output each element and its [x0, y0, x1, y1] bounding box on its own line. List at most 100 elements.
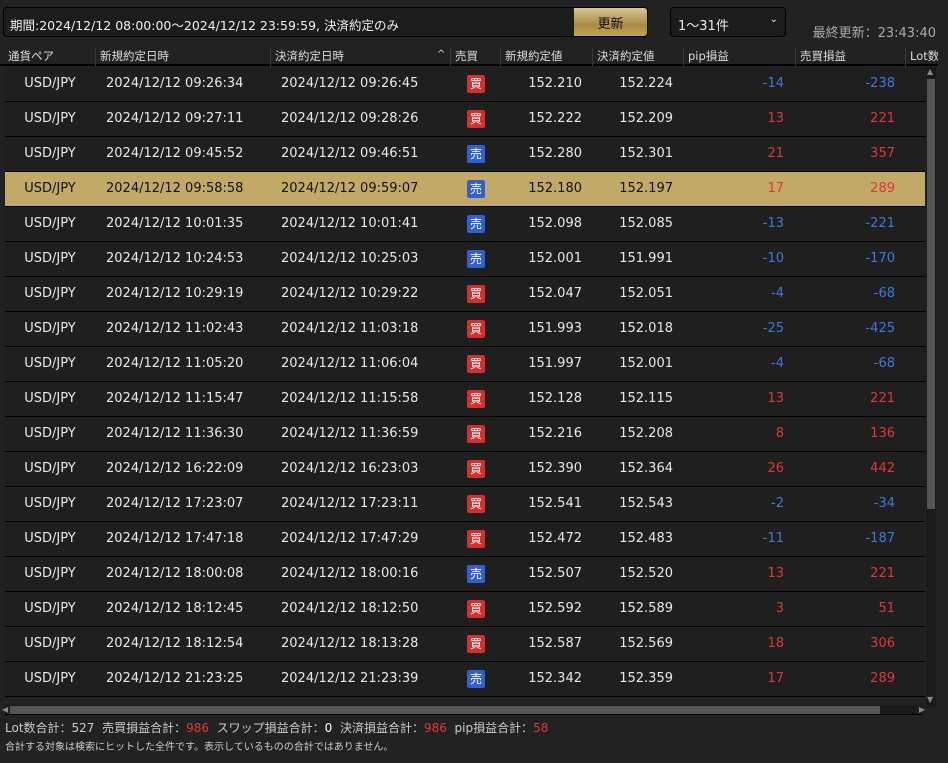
pair-cell: USD/JPY [24, 601, 76, 616]
open-time-cell: 2024/12/12 21:23:25 [106, 671, 244, 686]
table-row[interactable]: USD/JPY 2024/12/12 09:58:58 2024/12/12 09:… [5, 172, 925, 207]
pair-cell: USD/JPY [24, 636, 76, 651]
pair-cell: USD/JPY [24, 251, 76, 266]
pip-cell: -13 [762, 216, 784, 231]
col-pair[interactable]: 通貨ペア [8, 49, 54, 63]
open-time-cell: 2024/12/12 09:58:58 [106, 181, 244, 196]
col-pl[interactable]: 売買損益 [795, 48, 905, 66]
close-time-cell: 2024/12/12 21:23:39 [281, 671, 419, 686]
table-row[interactable]: USD/JPY 2024/12/12 09:26:34 2024/12/12 09:… [5, 67, 925, 102]
open-price-cell: 152.587 [528, 636, 582, 651]
sell-badge: 売 [467, 145, 485, 163]
close-time-cell: 2024/12/12 17:23:11 [281, 496, 419, 511]
close-time-cell: 2024/12/12 18:13:28 [281, 636, 419, 651]
scroll-left-icon[interactable]: ◀ [2, 705, 9, 714]
pair-cell: USD/JPY [24, 671, 76, 686]
table-row[interactable]: USD/JPY 2024/12/12 11:05:20 2024/12/12 11:… [5, 347, 925, 382]
close-price-cell: 152.301 [619, 146, 673, 161]
table-row[interactable]: USD/JPY 2024/12/12 09:45:52 2024/12/12 09:… [5, 137, 925, 172]
close-price-cell: 152.520 [619, 566, 673, 581]
pip-cell: 26 [767, 461, 784, 476]
open-price-cell: 152.280 [528, 146, 582, 161]
table-row[interactable]: USD/JPY 2024/12/12 11:36:30 2024/12/12 11:… [5, 417, 925, 452]
pair-cell: USD/JPY [24, 426, 76, 441]
horizontal-scrollbar[interactable]: ◀ ▶ [2, 705, 925, 715]
pair-cell: USD/JPY [24, 321, 76, 336]
pair-cell: USD/JPY [24, 566, 76, 581]
table-row[interactable]: USD/JPY 2024/12/12 16:22:09 2024/12/12 16:… [5, 452, 925, 487]
horizontal-scroll-thumb[interactable] [10, 706, 880, 714]
period-field[interactable]: 期間:2024/12/12 08:00:00～2024/12/12 23:59:… [3, 7, 648, 37]
table-body: USD/JPY 2024/12/12 09:26:34 2024/12/12 09:… [0, 67, 925, 697]
table-row[interactable]: USD/JPY 2024/12/12 10:29:19 2024/12/12 10:… [5, 277, 925, 312]
open-time-cell: 2024/12/12 11:05:20 [106, 356, 244, 371]
open-time-cell: 2024/12/12 09:45:52 [106, 146, 244, 161]
open-time-cell: 2024/12/12 10:29:19 [106, 286, 244, 301]
close-price-cell: 152.197 [619, 181, 673, 196]
pair-cell: USD/JPY [24, 146, 76, 161]
open-time-cell: 2024/12/12 11:15:47 [106, 391, 244, 406]
open-price-cell: 152.001 [528, 251, 582, 266]
table-row[interactable]: USD/JPY 2024/12/12 18:12:54 2024/12/12 18:… [5, 627, 925, 662]
pip-total: 58 [533, 721, 549, 735]
close-time-cell: 2024/12/12 11:06:04 [281, 356, 419, 371]
scroll-down-icon[interactable]: ▼ [927, 695, 934, 704]
table-row[interactable]: USD/JPY 2024/12/12 10:24:53 2024/12/12 10:… [5, 242, 925, 277]
open-price-cell: 152.222 [528, 111, 582, 126]
col-lot[interactable]: Lot数 [905, 48, 938, 66]
pip-cell: 21 [767, 146, 784, 161]
table-row[interactable]: USD/JPY 2024/12/12 11:15:47 2024/12/12 11:… [5, 382, 925, 417]
table-row[interactable]: USD/JPY 2024/12/12 21:23:25 2024/12/12 21:… [5, 662, 925, 697]
pip-cell: 17 [767, 181, 784, 196]
swap-total: 0 [324, 721, 333, 735]
pl-cell: -68 [873, 286, 895, 301]
col-open-time[interactable]: 新規約定日時 [95, 48, 270, 66]
pip-cell: 13 [767, 566, 784, 581]
pip-cell: 8 [775, 426, 784, 441]
close-price-cell: 152.085 [619, 216, 673, 231]
table-row[interactable]: USD/JPY 2024/12/12 10:01:35 2024/12/12 10:… [5, 207, 925, 242]
open-time-cell: 2024/12/12 11:36:30 [106, 426, 244, 441]
col-pip[interactable]: pip損益 [683, 48, 795, 66]
open-price-cell: 151.993 [528, 321, 582, 336]
col-side[interactable]: 売買 [450, 48, 500, 66]
table-row[interactable]: USD/JPY 2024/12/12 09:27:11 2024/12/12 09:… [5, 102, 925, 137]
pair-cell: USD/JPY [24, 111, 76, 126]
close-time-cell: 2024/12/12 11:15:58 [281, 391, 419, 406]
close-time-cell: 2024/12/12 09:59:07 [281, 181, 419, 196]
table-row[interactable]: USD/JPY 2024/12/12 17:47:18 2024/12/12 17:… [5, 522, 925, 557]
close-price-cell: 152.589 [619, 601, 673, 616]
table-row[interactable]: USD/JPY 2024/12/12 18:12:45 2024/12/12 18:… [5, 592, 925, 627]
refresh-button[interactable]: 更新 [574, 8, 647, 36]
open-time-cell: 2024/12/12 17:23:07 [106, 496, 244, 511]
table-row[interactable]: USD/JPY 2024/12/12 11:02:43 2024/12/12 11:… [5, 312, 925, 347]
scroll-up-icon[interactable]: ▲ [927, 67, 934, 76]
pl-cell: 136 [870, 426, 895, 441]
close-time-cell: 2024/12/12 11:36:59 [281, 426, 419, 441]
close-time-cell: 2024/12/12 16:23:03 [281, 461, 419, 476]
scroll-right-icon[interactable]: ▶ [918, 705, 925, 714]
table-row[interactable]: USD/JPY 2024/12/12 18:00:08 2024/12/12 18:… [5, 557, 925, 592]
open-time-cell: 2024/12/12 18:00:08 [106, 566, 244, 581]
range-select[interactable]: 1～31件 ⌄ [670, 7, 786, 37]
open-price-cell: 152.507 [528, 566, 582, 581]
pl-total: 986 [186, 721, 209, 735]
close-time-cell: 2024/12/12 10:25:03 [281, 251, 419, 266]
pl-cell: -221 [865, 216, 895, 231]
open-price-cell: 152.390 [528, 461, 582, 476]
pl-cell: 306 [870, 636, 895, 651]
pip-cell: 17 [767, 671, 784, 686]
pl-cell: -425 [865, 321, 895, 336]
pip-cell: -11 [762, 531, 784, 546]
buy-badge: 買 [467, 600, 485, 618]
col-close-price[interactable]: 決済約定値 [592, 48, 683, 66]
col-close-time[interactable]: 決済約定日時 [270, 48, 450, 66]
col-open-price[interactable]: 新規約定値 [500, 48, 592, 66]
sort-asc-icon: ^ [437, 49, 446, 60]
vertical-scrollbar[interactable]: ▲ ▼ [926, 67, 936, 707]
vertical-scroll-thumb[interactable] [927, 79, 935, 509]
close-time-cell: 2024/12/12 10:01:41 [281, 216, 419, 231]
table-row[interactable]: USD/JPY 2024/12/12 17:23:07 2024/12/12 17:… [5, 487, 925, 522]
totals-note: 合計する対象は検索にヒットした全件です。表示しているものの合計ではありません。 [5, 742, 394, 753]
open-price-cell: 152.472 [528, 531, 582, 546]
